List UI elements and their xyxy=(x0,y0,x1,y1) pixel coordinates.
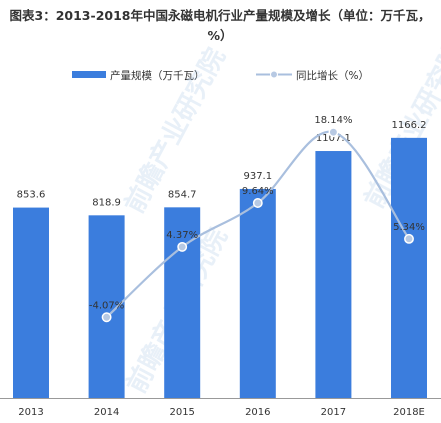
legend-line-marker xyxy=(270,70,278,79)
bar-value-label: 853.6 xyxy=(17,190,46,201)
line-series: -4.07% 4.37% 9.64% 18.14% 5.34% xyxy=(89,115,425,323)
bar-value-label: 937.1 xyxy=(243,171,272,182)
growth-value-label: 5.34% xyxy=(393,222,425,233)
growth-point-2018E xyxy=(404,233,414,244)
legend-bar-swatch xyxy=(72,71,106,78)
bar-value-label: 1166.2 xyxy=(392,120,427,131)
legend: 产量规模（万千瓦） 同比增长（%） xyxy=(72,69,369,82)
bar-value-label: 818.9 xyxy=(92,197,121,208)
x-tick-label: 2018E xyxy=(393,407,425,418)
growth-point-2015 xyxy=(177,241,188,252)
growth-point-2016 xyxy=(252,198,263,208)
growth-point-2014 xyxy=(101,312,112,323)
bar-2013 xyxy=(13,207,49,398)
bar-2016 xyxy=(239,188,276,398)
bar-value-label: 854.7 xyxy=(168,189,197,200)
growth-value-label: -4.07% xyxy=(89,300,124,311)
x-tick-label: 2017 xyxy=(321,407,346,418)
bar-value-label: 1107.1 xyxy=(316,133,351,144)
growth-value-label: 18.14% xyxy=(314,115,352,126)
chart-title: 图表3：2013-2018年中国永磁电机行业产量规模及增长（单位：万千瓦，%） xyxy=(9,8,431,43)
x-tick-label: 2013 xyxy=(18,407,43,418)
legend-bar-label: 产量规模（万千瓦） xyxy=(110,69,205,82)
x-tick-label: 2015 xyxy=(169,407,194,418)
bar-2017 xyxy=(315,151,352,398)
bar-2018E xyxy=(391,137,427,398)
legend-line-label: 同比增长（%） xyxy=(296,69,369,82)
growth-value-label: 4.37% xyxy=(166,230,198,241)
x-tick-label: 2016 xyxy=(245,407,270,418)
growth-value-label: 9.64% xyxy=(242,186,274,197)
x-axis: 2013 2014 2015 2016 2017 2018E xyxy=(0,398,441,418)
x-tick-label: 2014 xyxy=(94,407,119,418)
growth-point-2017 xyxy=(328,127,339,138)
